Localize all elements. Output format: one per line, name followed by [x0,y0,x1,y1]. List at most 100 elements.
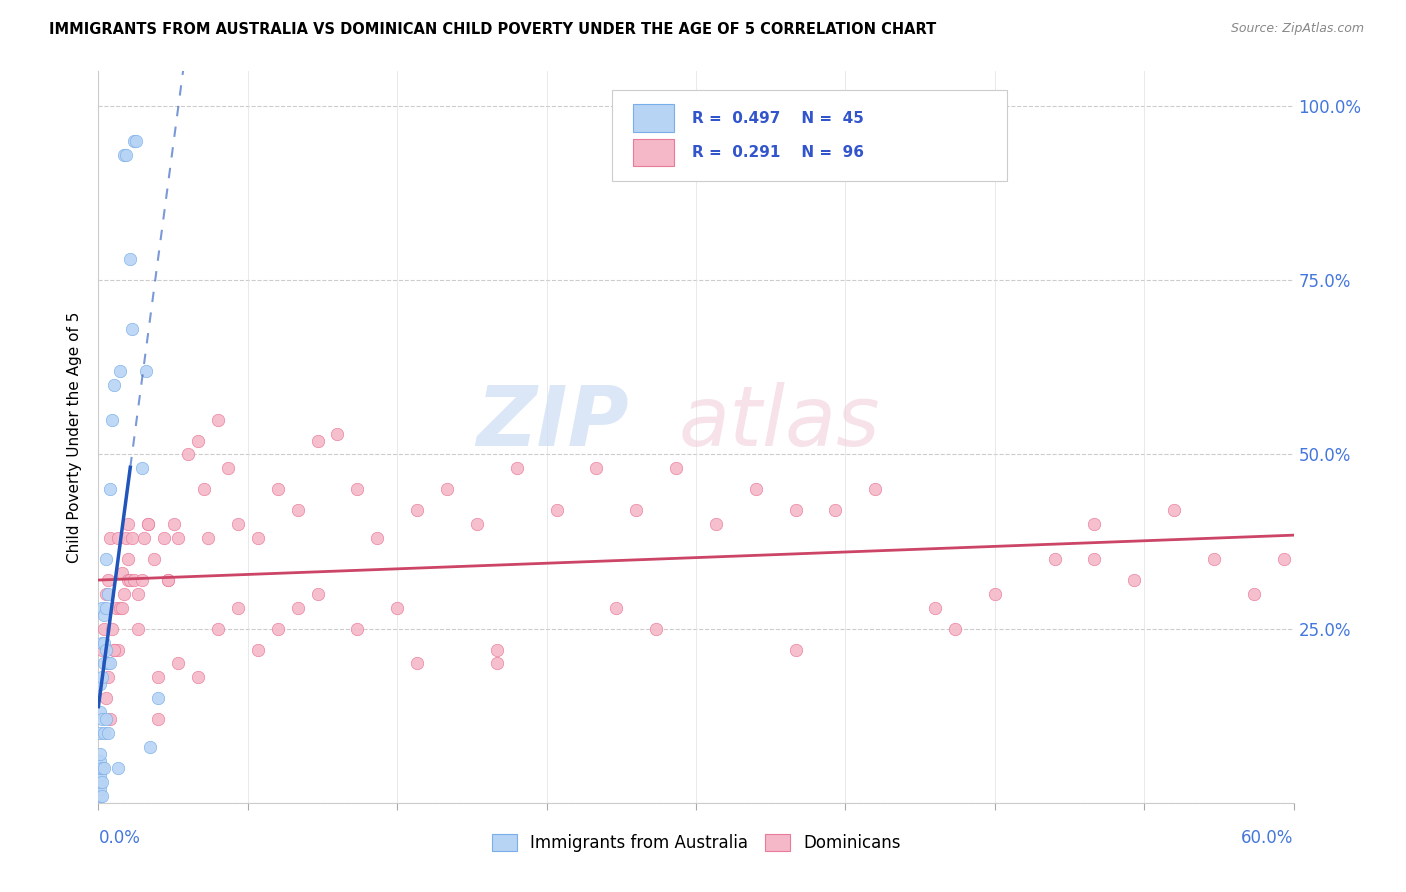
Point [91,642,114,657]
Point [346,622,368,636]
Point [89,789,111,803]
Point [187,670,209,684]
Point [121,531,143,545]
Point [605,600,627,615]
Point [89,726,111,740]
Point [139,740,162,755]
Point [103,377,125,392]
Text: R =  0.291    N =  96: R = 0.291 N = 96 [692,145,865,160]
Point [865,483,887,497]
Point [110,364,132,378]
Point [115,531,138,545]
Point [98,712,122,726]
Point [167,531,190,545]
Point [207,622,229,636]
Point [1083,552,1105,566]
Point [406,503,429,517]
Point [93,726,115,740]
Bar [633,104,675,132]
Point [97,587,120,601]
Point [485,642,508,657]
Point [197,531,219,545]
Point [143,552,166,566]
Point [91,670,114,684]
Point [665,461,688,475]
Point [585,461,607,475]
Point [1043,552,1066,566]
Point [136,517,159,532]
Point [124,573,146,587]
FancyBboxPatch shape [613,90,1007,181]
Y-axis label: Child Poverty Under the Age of 5: Child Poverty Under the Age of 5 [67,311,83,563]
Point [246,642,269,657]
Point [96,642,118,657]
Point [103,642,125,657]
Point [97,726,120,740]
Point [107,761,129,775]
Point [89,775,111,789]
Point [157,573,180,587]
Point [131,573,153,587]
Point [107,642,129,657]
Point [136,517,159,532]
Point [226,600,249,615]
Point [127,622,149,636]
Point [436,483,458,497]
Point [785,642,807,657]
Point [115,148,138,162]
Point [96,712,118,726]
Point [98,531,122,545]
Point [157,573,180,587]
Point [1272,552,1295,566]
Point [187,434,209,448]
Point [1202,552,1225,566]
Point [1243,587,1265,601]
Point [745,483,768,497]
Point [135,364,157,378]
Point [121,322,143,336]
Point [246,531,269,545]
Point [124,134,146,148]
Point [177,448,200,462]
Point [93,657,115,671]
Point [287,600,309,615]
Point [148,670,170,684]
Point [167,657,190,671]
Point [96,552,118,566]
Point [117,517,139,532]
Point [112,587,135,601]
Point [89,705,111,719]
Point [97,657,120,671]
Point [207,412,229,426]
Point [89,747,111,761]
Point [626,503,648,517]
Point [131,461,153,475]
Point [117,573,139,587]
Point [112,148,135,162]
Point [120,573,142,587]
Bar [633,138,675,167]
Point [107,531,129,545]
Text: Source: ZipAtlas.com: Source: ZipAtlas.com [1230,22,1364,36]
Point [134,531,156,545]
Point [148,691,170,706]
Point [785,503,807,517]
Text: 60.0%: 60.0% [1241,829,1294,847]
Legend: Immigrants from Australia, Dominicans: Immigrants from Australia, Dominicans [484,825,908,860]
Point [406,657,429,671]
Point [485,657,508,671]
Text: ZIP: ZIP [477,382,628,463]
Point [93,635,115,649]
Point [267,483,290,497]
Text: R =  0.497    N =  45: R = 0.497 N = 45 [692,111,865,126]
Point [97,573,120,587]
Point [96,600,118,615]
Point [105,600,128,615]
Point [506,461,529,475]
Point [117,552,139,566]
Point [91,761,114,775]
Point [91,712,114,726]
Point [103,642,125,657]
Point [267,622,290,636]
Text: atlas: atlas [679,382,880,463]
